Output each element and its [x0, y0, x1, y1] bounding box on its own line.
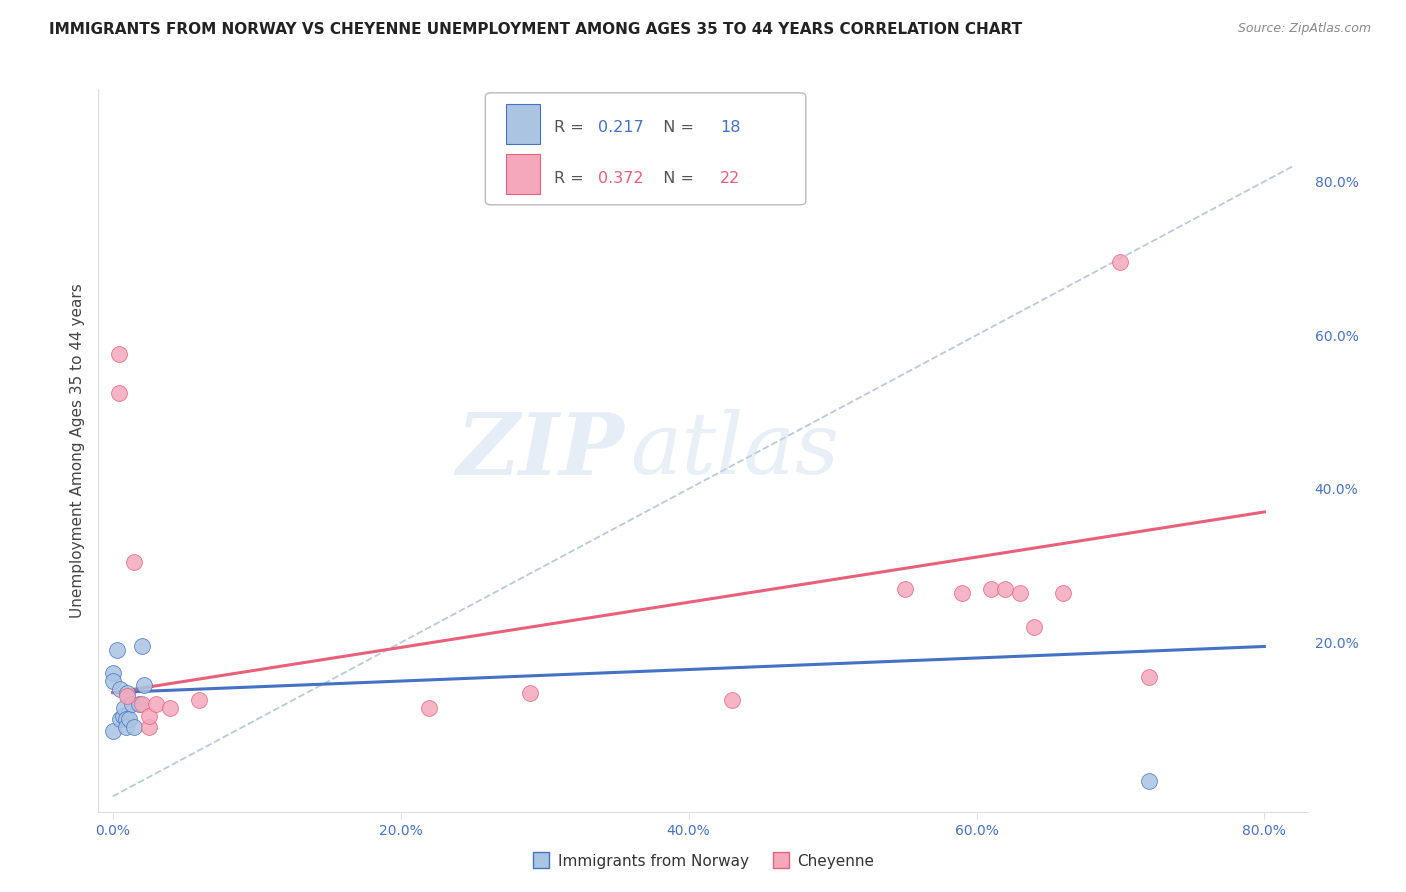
- Text: 0.372: 0.372: [598, 170, 644, 186]
- Point: [950, 585, 973, 599]
- Text: 0.217: 0.217: [598, 120, 644, 136]
- Point: [128, 697, 150, 711]
- Point: [145, 697, 167, 711]
- Point: [1052, 585, 1074, 599]
- Point: [108, 713, 131, 727]
- Point: [111, 708, 134, 723]
- Point: [124, 720, 146, 734]
- Text: ZIP: ZIP: [457, 409, 624, 492]
- Text: R =: R =: [554, 170, 589, 186]
- Point: [114, 720, 136, 734]
- FancyBboxPatch shape: [506, 104, 540, 144]
- Point: [138, 708, 160, 723]
- Y-axis label: Unemployment Among Ages 35 to 44 years: Unemployment Among Ages 35 to 44 years: [69, 283, 84, 618]
- Point: [134, 678, 156, 692]
- Point: [188, 693, 211, 707]
- Point: [101, 666, 124, 681]
- Point: [115, 685, 138, 699]
- Point: [107, 385, 129, 400]
- Text: N =: N =: [654, 170, 700, 186]
- Point: [131, 697, 153, 711]
- Point: [980, 582, 1002, 596]
- Text: 22: 22: [720, 170, 740, 186]
- Point: [1137, 670, 1160, 684]
- Point: [131, 640, 153, 654]
- Point: [1022, 620, 1045, 634]
- Text: IMMIGRANTS FROM NORWAY VS CHEYENNE UNEMPLOYMENT AMONG AGES 35 TO 44 YEARS CORREL: IMMIGRANTS FROM NORWAY VS CHEYENNE UNEMP…: [49, 22, 1022, 37]
- Point: [519, 685, 541, 699]
- Point: [893, 582, 915, 596]
- Point: [101, 674, 124, 689]
- Point: [159, 701, 181, 715]
- Point: [1008, 585, 1031, 599]
- Point: [108, 681, 131, 696]
- Point: [124, 555, 146, 569]
- Text: N =: N =: [654, 120, 700, 136]
- Point: [138, 720, 160, 734]
- FancyBboxPatch shape: [506, 154, 540, 194]
- Point: [1137, 774, 1160, 789]
- Point: [1109, 255, 1132, 269]
- Point: [720, 693, 742, 707]
- Text: Source: ZipAtlas.com: Source: ZipAtlas.com: [1237, 22, 1371, 36]
- Point: [994, 582, 1017, 596]
- Point: [105, 643, 128, 657]
- Point: [418, 701, 440, 715]
- Point: [112, 701, 135, 715]
- Text: 18: 18: [720, 120, 741, 136]
- Point: [107, 347, 129, 361]
- Text: R =: R =: [554, 120, 589, 136]
- Legend: Immigrants from Norway, Cheyenne: Immigrants from Norway, Cheyenne: [526, 847, 880, 875]
- Point: [114, 713, 136, 727]
- Text: atlas: atlas: [630, 409, 839, 491]
- Point: [101, 724, 124, 739]
- Point: [121, 697, 143, 711]
- Point: [115, 690, 138, 704]
- Point: [118, 713, 141, 727]
- FancyBboxPatch shape: [485, 93, 806, 205]
